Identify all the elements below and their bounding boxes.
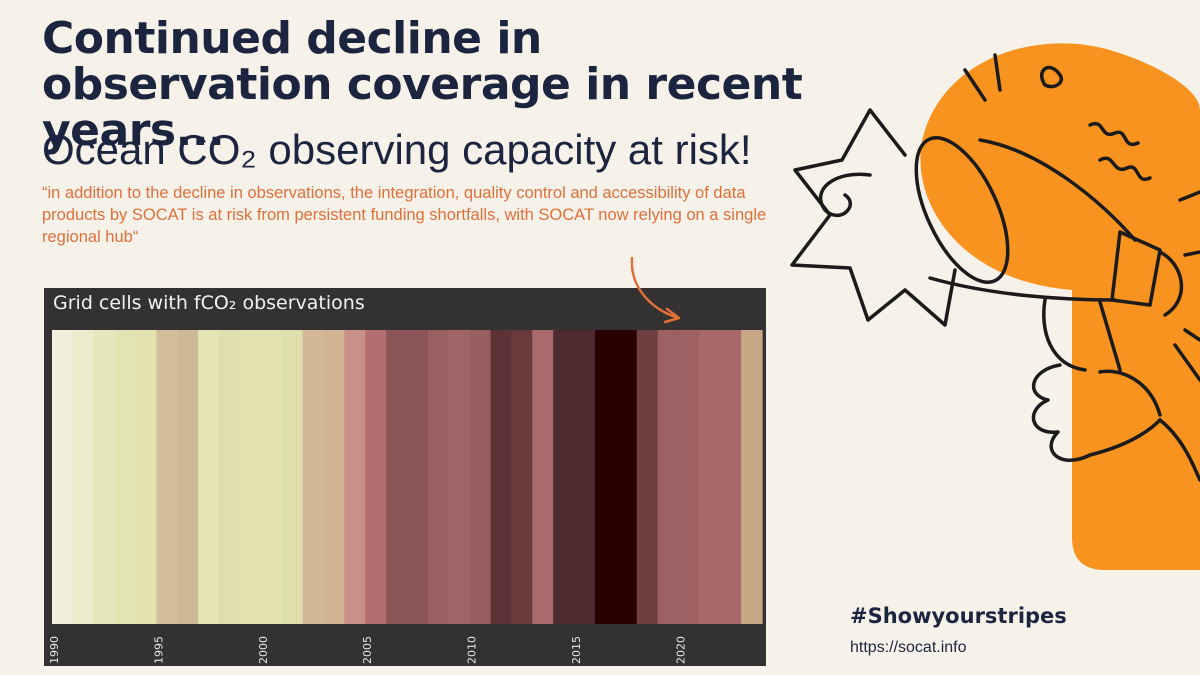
stripe-2015 [574,330,596,624]
chart-title: Grid cells with fCO₂ observations [53,292,365,314]
stripe-2000 [260,330,283,624]
stripe-2017 [615,330,638,624]
stripe-2020 [678,330,700,624]
stripe-2005 [365,330,387,624]
stripe-2022 [720,330,742,624]
stripe-1994 [135,330,158,624]
stripe-1998 [219,330,241,624]
x-tick-label: 1995 [152,636,165,664]
stripe-2007 [407,330,429,624]
page-title: Continued decline in observation coverag… [42,13,803,156]
stripes-chart: 1990 1995 2000 2005 2010 2015 2020 Grid cells … [44,288,766,666]
stripe-2009 [448,330,471,624]
stripe-2018 [636,330,659,624]
stripe-2013 [532,330,554,624]
tick-labels-group: 1990 1995 2000 2005 2010 2015 2020 [48,636,688,664]
x-tick-label: 2015 [570,636,583,664]
stripe-2021 [699,330,721,624]
stripe-2001 [281,330,304,624]
stripe-1996 [177,330,199,624]
stripe-2002 [302,330,325,624]
x-tick-label: 2020 [675,636,688,664]
megaphone-icon [790,53,1200,482]
stripes-chart-svg: 1990 1995 2000 2005 2010 2015 2020 [48,330,763,664]
stripe-2012 [511,330,533,624]
stripe-2019 [657,330,680,624]
quote-text: “in addition to the decline in observati… [42,184,767,246]
stripe-2004 [344,330,366,624]
x-tick-label: 2000 [257,636,270,664]
x-tick-label: 2010 [466,636,479,664]
stripe-2023 [741,330,763,624]
stripe-2010 [469,330,492,624]
stripe-2011 [490,330,513,624]
stripe-1997 [198,330,220,624]
website-link[interactable]: https://socat.info [850,639,967,656]
stripe-2014 [553,330,575,624]
stripe-1995 [156,330,178,624]
stripe-1991 [72,330,95,624]
stripe-1992 [93,330,116,624]
orange-backdrop-shape [920,43,1200,570]
stripe-2008 [427,330,450,624]
stripe-2003 [323,330,345,624]
stripe-2006 [386,330,408,624]
stripe-1990 [52,330,74,624]
x-tick-label: 2005 [361,636,374,664]
stripe-1993 [114,330,137,624]
x-tick-label: 1990 [48,636,61,664]
hashtag: #Showyourstripes [850,604,1067,628]
stripe-1999 [239,330,262,624]
stripes-group [52,330,763,624]
stripe-2016 [594,330,617,624]
subtitle: Ocean CO₂ observing capacity at risk! [42,126,752,173]
